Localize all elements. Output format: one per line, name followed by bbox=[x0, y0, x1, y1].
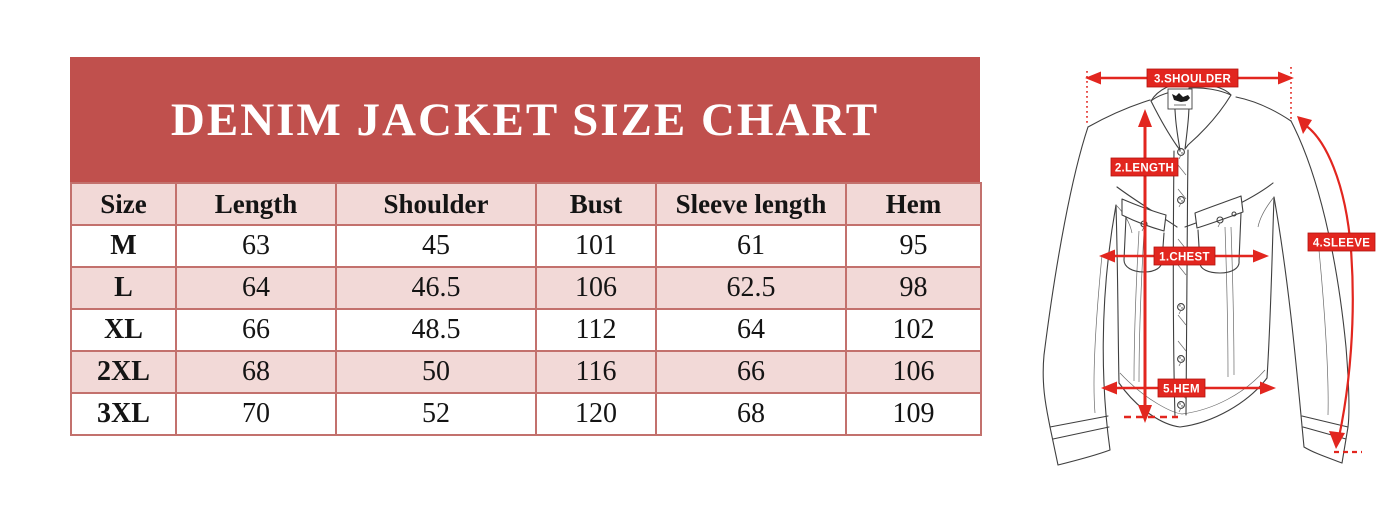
bust-cell: 112 bbox=[535, 308, 657, 352]
column-header-hem: Hem bbox=[845, 182, 982, 226]
svg-text:3.SHOULDER: 3.SHOULDER bbox=[1154, 74, 1232, 86]
column-header-length: Length bbox=[175, 182, 337, 226]
length-measure-arrow bbox=[1124, 109, 1178, 423]
size-cell: XL bbox=[70, 308, 177, 352]
shoulder-cell: 46.5 bbox=[335, 266, 537, 310]
length-cell: 66 bbox=[175, 308, 337, 352]
sleeve-length-cell: 61 bbox=[655, 224, 847, 268]
size-chart-banner: DENIM JACKET SIZE CHART bbox=[70, 57, 980, 182]
bust-cell: 106 bbox=[535, 266, 657, 310]
bust-cell: 120 bbox=[535, 392, 657, 436]
table-row-xl: XL 66 48.5 112 64 102 bbox=[70, 308, 982, 352]
sleeve-length-cell: 68 bbox=[655, 392, 847, 436]
hem-cell: 98 bbox=[845, 266, 982, 310]
sleeve-length-cell: 62.5 bbox=[655, 266, 847, 310]
shoulder-cell: 45 bbox=[335, 224, 537, 268]
table-row-m: M 63 45 101 61 95 bbox=[70, 224, 982, 268]
svg-text:4.SLEEVE: 4.SLEEVE bbox=[1313, 238, 1370, 250]
brand-patch-icon bbox=[1167, 88, 1193, 110]
measurement-annotations: 3.SHOULDER 2.LENGTH 1.CHEST 4.SLEEVE 5.H… bbox=[1085, 67, 1376, 454]
hem-cell: 109 bbox=[845, 392, 982, 436]
shoulder-cell: 50 bbox=[335, 350, 537, 394]
page-title: DENIM JACKET SIZE CHART bbox=[170, 93, 880, 146]
length-cell: 70 bbox=[175, 392, 337, 436]
shoulder-cell: 48.5 bbox=[335, 308, 537, 352]
header-row: Size Length Shoulder Bust Sleeve length … bbox=[70, 182, 982, 226]
chest-label: 1.CHEST bbox=[1153, 246, 1216, 266]
sleeve-length-cell: 64 bbox=[655, 308, 847, 352]
hem-label: 5.HEM bbox=[1157, 378, 1206, 398]
size-cell: 3XL bbox=[70, 392, 177, 436]
shoulder-label: 3.SHOULDER bbox=[1146, 68, 1239, 88]
svg-text:5.HEM: 5.HEM bbox=[1163, 384, 1200, 396]
jacket-diagram: 3.SHOULDER 2.LENGTH 1.CHEST 4.SLEEVE 5.H… bbox=[1028, 55, 1388, 515]
hem-cell: 95 bbox=[845, 224, 982, 268]
sleeve-length-cell: 66 bbox=[655, 350, 847, 394]
table-row-l: L 64 46.5 106 62.5 98 bbox=[70, 266, 982, 310]
column-header-shoulder: Shoulder bbox=[335, 182, 537, 226]
size-cell: 2XL bbox=[70, 350, 177, 394]
size-cell: L bbox=[70, 266, 177, 310]
length-cell: 63 bbox=[175, 224, 337, 268]
length-cell: 64 bbox=[175, 266, 337, 310]
svg-text:2.LENGTH: 2.LENGTH bbox=[1115, 163, 1174, 175]
column-header-size: Size bbox=[70, 182, 177, 226]
jacket-buttons bbox=[1177, 148, 1185, 413]
sleeve-measure-arrow bbox=[1297, 116, 1362, 454]
column-header-sleeve-length: Sleeve length bbox=[655, 182, 847, 226]
shoulder-cell: 52 bbox=[335, 392, 537, 436]
length-cell: 68 bbox=[175, 350, 337, 394]
hem-cell: 102 bbox=[845, 308, 982, 352]
hem-cell: 106 bbox=[845, 350, 982, 394]
table-row-3xl: 3XL 70 52 120 68 109 bbox=[70, 392, 982, 436]
size-cell: M bbox=[70, 224, 177, 268]
jacket-drawing bbox=[1042, 82, 1350, 466]
bust-cell: 116 bbox=[535, 350, 657, 394]
length-label: 2.LENGTH bbox=[1110, 157, 1179, 177]
svg-text:1.CHEST: 1.CHEST bbox=[1159, 252, 1210, 264]
table-row-2xl: 2XL 68 50 116 66 106 bbox=[70, 350, 982, 394]
size-chart-table: Size Length Shoulder Bust Sleeve length … bbox=[70, 182, 982, 436]
sleeve-label: 4.SLEEVE bbox=[1307, 232, 1376, 252]
column-header-bust: Bust bbox=[535, 182, 657, 226]
bust-cell: 101 bbox=[535, 224, 657, 268]
